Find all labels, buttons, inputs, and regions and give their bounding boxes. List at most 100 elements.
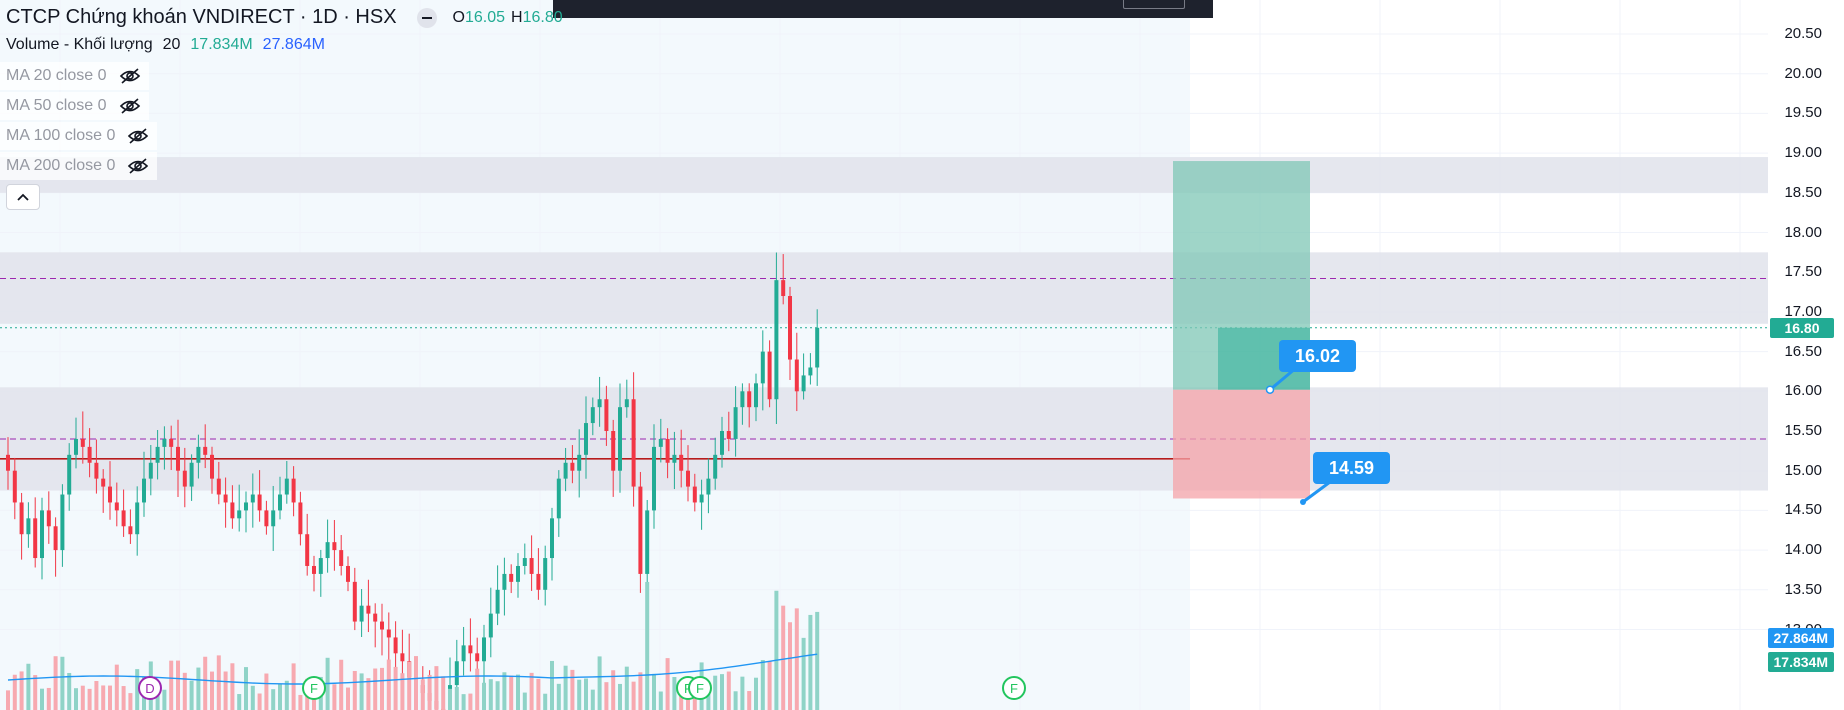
volume-bar <box>94 680 99 710</box>
price-axis-label: 14.50 <box>1784 501 1822 519</box>
ohlc-readout: O16.05 H16.80 <box>452 8 563 26</box>
candle-body <box>529 558 534 574</box>
volume-bar <box>393 666 398 710</box>
candle-body <box>393 637 398 654</box>
volume-bar <box>774 590 779 710</box>
volume-bar <box>556 683 561 710</box>
candle-body <box>488 613 493 638</box>
stop-price-label[interactable]: 14.59 <box>1313 452 1391 484</box>
volume-bar <box>658 691 663 710</box>
candle-body <box>788 296 792 360</box>
candle-body <box>366 605 371 614</box>
volume-legend[interactable]: Volume - Khối lượng 20 17.834M 27.864M <box>6 36 325 54</box>
volume-bar <box>40 688 44 710</box>
candle-body <box>325 542 330 559</box>
eye-off-icon[interactable] <box>119 97 141 115</box>
candle-body <box>686 470 690 487</box>
minus-icon[interactable] <box>416 7 437 28</box>
volume-bar <box>352 670 357 710</box>
volume-bar <box>230 663 235 710</box>
candle-body <box>733 407 738 439</box>
candle-body <box>223 494 228 503</box>
indicator-ma50[interactable]: MA 50 close 0 <box>0 92 149 120</box>
eye-off-icon[interactable] <box>119 67 141 85</box>
candle-body <box>509 573 514 582</box>
volume-bar <box>244 667 248 710</box>
candle-body <box>556 478 561 519</box>
candle-body <box>148 462 153 479</box>
candle-body <box>652 446 656 511</box>
candle-body <box>12 470 17 503</box>
candle-body <box>699 494 704 503</box>
candle-body <box>230 502 235 519</box>
candle-body <box>121 510 126 527</box>
price-axis-label: 16.50 <box>1784 342 1822 360</box>
candle-body <box>216 478 221 495</box>
volume-bar <box>250 685 255 710</box>
collapse-legend-button[interactable] <box>6 184 40 210</box>
volume-bar <box>577 679 582 710</box>
volume-bar <box>563 665 568 710</box>
candle-body <box>264 510 269 527</box>
indicator-ma100[interactable]: MA 100 close 0 <box>0 122 158 150</box>
candle-body <box>210 454 214 479</box>
volume-bar <box>278 683 282 710</box>
volume-bar <box>522 692 527 710</box>
candle-body <box>373 613 378 622</box>
volume-bar <box>624 666 629 710</box>
candle-body <box>169 438 174 447</box>
price-axis-label: 16.00 <box>1784 382 1822 400</box>
candle-body <box>495 589 500 614</box>
candle-body <box>801 375 806 392</box>
volume-bar <box>169 660 174 710</box>
volume-bar <box>182 672 187 710</box>
candle-body <box>74 438 78 455</box>
candle-body <box>706 478 711 495</box>
candle-body <box>101 478 106 487</box>
stop-handle <box>1300 499 1306 505</box>
volume-bar <box>529 672 534 710</box>
eye-off-icon[interactable] <box>127 127 149 145</box>
volume-bar <box>584 678 588 710</box>
symbol-title[interactable]: CTCP Chứng khoán VNDIRECT · 1D · HSX <box>6 6 397 28</box>
eye-off-icon[interactable] <box>127 157 149 175</box>
candle-body <box>563 462 568 479</box>
volume-bar <box>121 686 126 710</box>
volume-bar <box>176 660 180 710</box>
candle-body <box>291 478 296 503</box>
price-axis-label: 20.00 <box>1784 64 1822 82</box>
candle-body <box>794 359 799 392</box>
volume-bar <box>284 680 289 710</box>
price-axis-label: 17.00 <box>1784 302 1822 320</box>
volume-bar <box>26 663 31 710</box>
volume-bar <box>210 671 214 710</box>
indicator-ma200[interactable]: MA 200 close 0 <box>0 152 158 180</box>
volume-bar <box>475 668 480 710</box>
candle-body <box>570 462 575 471</box>
entry-price-label[interactable]: 16.02 <box>1279 340 1357 372</box>
volume-legend-ma-value: 27.864M <box>262 36 325 53</box>
candle-body <box>257 494 262 511</box>
event-marker-label: F <box>310 681 318 696</box>
candle-body <box>162 438 167 447</box>
volume-bar <box>108 685 112 710</box>
volume-bar <box>380 667 384 710</box>
candle-body <box>53 526 58 551</box>
floating-toolbar[interactable] <box>553 0 1213 18</box>
candle-body <box>142 478 146 503</box>
volume-bar <box>291 663 296 710</box>
volume-bar <box>788 622 792 710</box>
volume-bar <box>162 689 167 710</box>
volume-bar <box>665 658 670 710</box>
candle-body <box>577 454 582 471</box>
candle-body <box>502 573 507 590</box>
volume-bar <box>420 679 425 710</box>
volume-bar <box>332 684 337 710</box>
candle-body <box>312 565 316 574</box>
candle-body <box>713 454 718 479</box>
candle-body <box>46 510 51 527</box>
candle-body <box>250 494 255 503</box>
volume-tag: 17.834M <box>1767 652 1834 672</box>
indicator-ma20[interactable]: MA 20 close 0 <box>0 62 149 90</box>
